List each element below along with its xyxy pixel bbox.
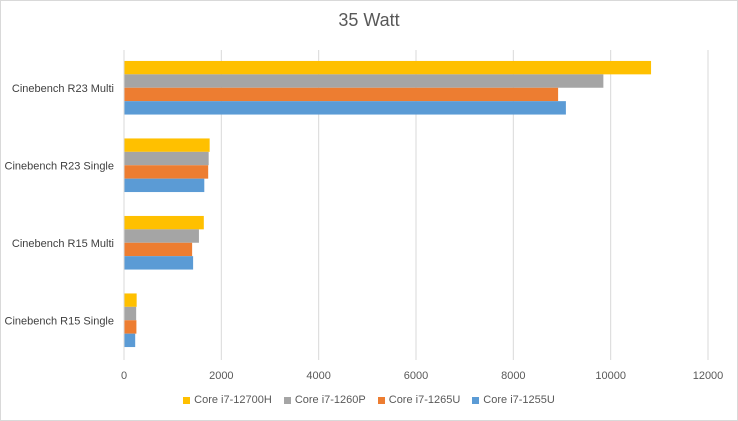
bar (124, 87, 559, 102)
legend-label: Core i7-1265U (388, 394, 461, 406)
x-tick-label: 2000 (209, 370, 233, 382)
legend-item: Core i7-1265U (377, 394, 461, 406)
legend-item: Core i7-1255U (472, 394, 555, 406)
bar (124, 242, 193, 257)
bar (124, 101, 566, 115)
chart-title: 35 Watt (338, 10, 400, 30)
x-tick-label: 4000 (306, 370, 330, 382)
x-tick-label: 6000 (404, 370, 428, 382)
bar (124, 320, 137, 334)
bar (124, 74, 604, 88)
legend-item: Core i7-12700H (183, 394, 272, 406)
legend-item: Core i7-1260P (283, 394, 366, 406)
x-tick-label: 0 (121, 370, 127, 382)
bar (124, 60, 652, 75)
bar (124, 165, 209, 179)
x-tick-label: 12000 (693, 370, 724, 382)
bar (124, 138, 210, 152)
legend-label: Core i7-1260P (294, 394, 366, 406)
category-label: Cinebench R23 Single (5, 160, 114, 172)
category-label: Cinebench R15 Single (5, 315, 114, 327)
bar (124, 333, 136, 348)
legend-swatch (283, 396, 291, 404)
bar (124, 256, 194, 270)
bar (124, 215, 204, 230)
legend-swatch (472, 396, 480, 404)
legend-label: Core i7-1255U (483, 394, 555, 406)
category-label: Cinebench R23 Multi (12, 83, 114, 95)
x-tick-label: 10000 (595, 370, 626, 382)
legend-swatch (377, 396, 385, 404)
category-label: Cinebench R15 Multi (12, 238, 114, 250)
bar (124, 229, 199, 243)
legend-label: Core i7-12700H (194, 394, 272, 406)
legend-swatch (183, 396, 191, 404)
bar (124, 293, 137, 307)
x-tick-label: 8000 (501, 370, 525, 382)
legend: Core i7-12700H Core i7-1260P Core i7-1265U… (0, 394, 738, 406)
bar (124, 178, 205, 193)
bar (124, 306, 137, 321)
bar (124, 151, 209, 166)
